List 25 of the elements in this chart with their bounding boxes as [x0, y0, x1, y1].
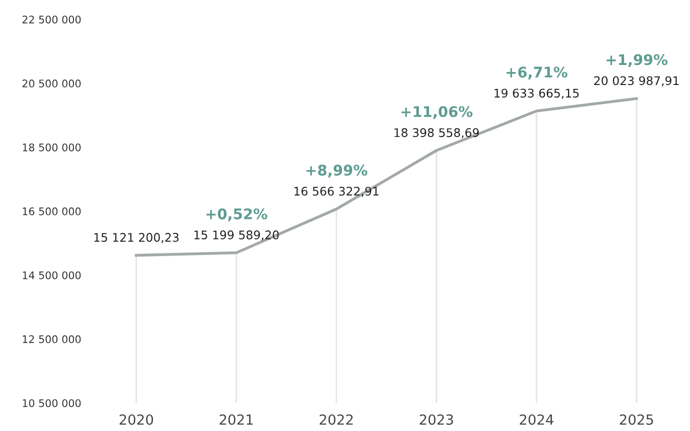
y-tick-label: 10 500 000: [22, 399, 81, 408]
data-label: 15 199 589,20: [194, 230, 279, 241]
x-tick-label: 2024: [520, 414, 554, 425]
annotation: +1,99%: [606, 54, 668, 68]
y-tick-label: 16 500 000: [22, 207, 81, 216]
y-tick-label: 14 500 000: [22, 271, 81, 280]
y-tick-label: 20 500 000: [22, 80, 81, 88]
annotation: +8,99%: [306, 164, 368, 178]
data-label: 20 023 987,91: [594, 76, 679, 86]
x-tick-label: 2025: [620, 414, 653, 425]
annotation: +11,06%: [401, 106, 472, 119]
x-tick-label: 2021: [220, 414, 253, 425]
x-tick-label: 2020: [120, 414, 154, 425]
data-label: 15 121 200,23: [94, 232, 179, 244]
x-tick-label: 2023: [420, 414, 453, 425]
x-tick-label: 2022: [320, 414, 353, 425]
y-tick-label: 12 500 000: [22, 335, 81, 344]
data-label: 19 633 665,15: [494, 88, 579, 99]
y-tick-label: 18 500 000: [22, 143, 81, 152]
data-label: 18 398 558,69: [394, 128, 479, 138]
y-tick-label: 22 500 000: [22, 16, 81, 24]
line-series: [134, 97, 638, 257]
annotation: +6,71%: [506, 66, 568, 80]
data-label: 16 566 322,91: [294, 186, 378, 197]
annotation: +0,52%: [206, 208, 268, 222]
